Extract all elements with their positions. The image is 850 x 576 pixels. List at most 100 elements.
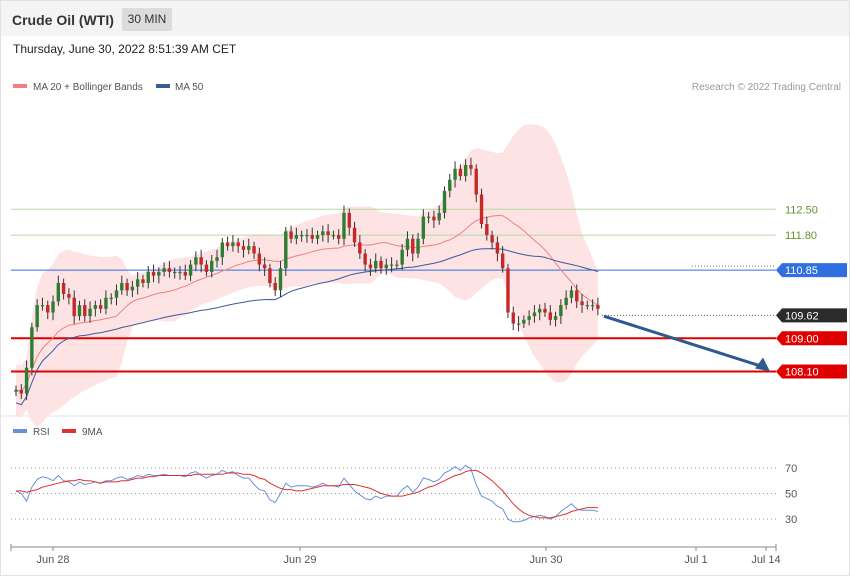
candle-body (104, 297, 108, 309)
candle-body (495, 242, 500, 254)
candle-body (109, 297, 113, 299)
legend-label-rsi-ma: 9MA (82, 427, 103, 438)
candle-body (596, 305, 600, 309)
candle-body (421, 216, 426, 239)
candle-body (178, 271, 182, 274)
candle-body (199, 257, 203, 265)
candle-body (120, 282, 124, 291)
candle-body (590, 305, 595, 307)
candle-body (506, 268, 510, 313)
candle-body (167, 268, 172, 272)
level-tag-label: 108.10 (785, 366, 819, 378)
candle-body (299, 235, 304, 237)
candle-body (93, 305, 98, 309)
candle-body (114, 290, 119, 298)
candle-body (321, 231, 325, 236)
candle-body (368, 264, 373, 269)
candle-body (204, 264, 209, 272)
rsi-tick-label: 50 (785, 489, 797, 501)
candle-body (162, 268, 166, 272)
time-axis-label: Jul 14 (751, 554, 780, 566)
candle-body (56, 282, 61, 302)
candle-body (511, 312, 515, 324)
legend-label-ma50: MA 50 (175, 82, 204, 93)
candle-body (490, 235, 494, 243)
candle-body (580, 301, 584, 306)
time-axis-label: Jun 29 (283, 554, 316, 566)
candle-body (35, 305, 39, 328)
rsi-ma-line (16, 469, 598, 519)
candle-body (458, 168, 463, 177)
candle-body (389, 264, 394, 266)
level-tag-bg (776, 263, 847, 278)
candle-body (215, 257, 219, 261)
candle-body (194, 257, 198, 265)
candle-body (448, 179, 452, 191)
candle-body (125, 282, 129, 291)
candle-body (310, 235, 314, 239)
candle-body (14, 389, 18, 392)
candle-body (268, 268, 272, 283)
candle-body (135, 279, 140, 287)
candle-body (352, 227, 357, 243)
candle-body (532, 312, 537, 317)
candle-body (485, 224, 489, 236)
candle-body (40, 305, 45, 307)
level-tag-bg (776, 308, 847, 323)
level-tag-label: 109.00 (785, 333, 819, 345)
candle-body (342, 212, 346, 239)
forecast-arrow-shaft (603, 314, 763, 368)
level-tag-bg (776, 331, 847, 346)
forecast-arrow-head (755, 357, 770, 372)
chart-header-bar: Crude Oil (WTI) 30 MIN (1, 1, 849, 36)
legend-label-ma20: MA 20 + Bollinger Bands (33, 82, 143, 93)
candle-body (51, 301, 55, 313)
level-tag-label: 111.80 (785, 230, 817, 242)
candle-body (278, 268, 283, 291)
legend-swatch-rsi-ma (62, 429, 76, 433)
candle-body (98, 305, 103, 309)
instrument-title: Crude Oil (WTI) (12, 12, 114, 28)
candle-body (564, 297, 568, 306)
candle-body (379, 260, 383, 269)
candle-body (405, 238, 410, 250)
candle-body (130, 286, 135, 291)
candle-body (220, 242, 225, 258)
candle-body (72, 297, 76, 317)
candle-body (146, 271, 150, 283)
candle-body (553, 316, 558, 320)
candle-body (247, 246, 251, 250)
ma20-line (15, 214, 599, 393)
candle-body (46, 305, 50, 313)
candle-body (252, 246, 256, 254)
candle-body (522, 319, 526, 324)
time-axis-label: Jun 30 (529, 554, 562, 566)
candle-body (516, 323, 521, 325)
candle-body (231, 242, 235, 247)
rsi-tick-label: 70 (785, 463, 797, 475)
candle-body (474, 168, 478, 195)
timeframe-badge[interactable]: 30 MIN (122, 8, 172, 31)
candle-body (500, 253, 505, 269)
candle-body (289, 231, 293, 239)
candle-body (210, 260, 214, 272)
candle-body (331, 235, 336, 237)
candle-body (527, 316, 531, 320)
time-axis-label: Jun 28 (36, 554, 69, 566)
candle-body (426, 216, 431, 218)
candle-body (225, 242, 230, 247)
candle-body (336, 235, 341, 239)
candle-body (453, 168, 457, 180)
candle-body (83, 305, 87, 317)
candle-body (19, 389, 23, 394)
candle-body (257, 253, 262, 265)
rsi-line (15, 464, 599, 523)
candle-body (188, 264, 193, 276)
candle-body (141, 279, 145, 283)
candle-body (400, 249, 404, 265)
candle-body (358, 242, 362, 254)
candle-body (569, 290, 574, 298)
bollinger-band (16, 124, 598, 427)
candle-body (157, 271, 161, 276)
candle-body (347, 212, 351, 228)
